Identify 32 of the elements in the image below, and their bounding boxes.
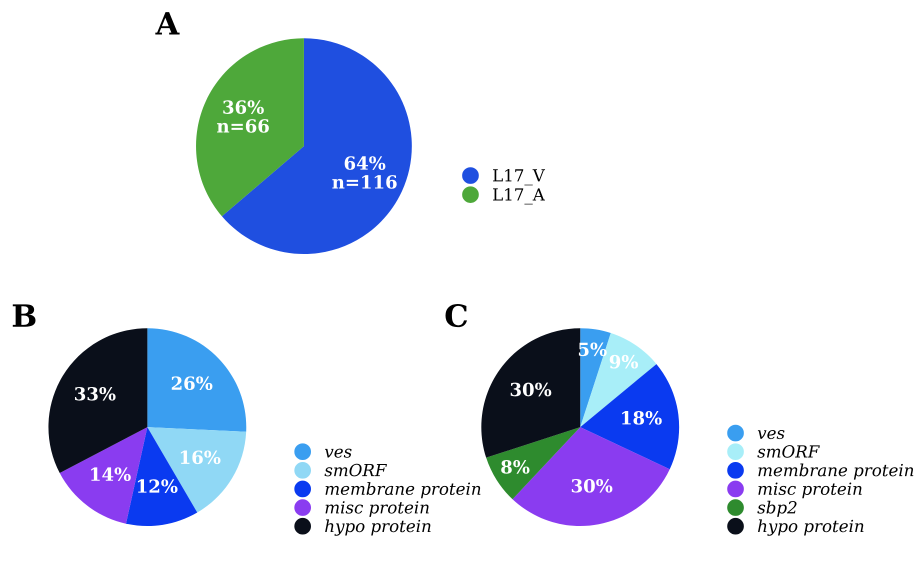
data-label: 16% <box>180 450 221 464</box>
data-label: 14% <box>91 467 131 482</box>
legend-label: hypo protein <box>325 519 431 536</box>
legend-label: misc protein <box>326 501 429 517</box>
legend-label: membrane protein <box>326 482 480 498</box>
chart-title: C <box>446 304 467 328</box>
chart-title: A <box>155 12 180 34</box>
legend-label: L17_A <box>493 188 545 204</box>
data-label: 36% n=66 <box>217 100 269 133</box>
legend-label: misc protein <box>758 482 862 498</box>
chart-title: B <box>12 304 36 327</box>
data-label: 30% <box>572 478 612 493</box>
data-label: 18% <box>622 411 662 425</box>
data-label: 33% <box>75 386 116 401</box>
pie-slice <box>147 328 246 432</box>
legend-label: ves <box>324 448 352 458</box>
legend-label: smORF <box>324 464 387 476</box>
data-label: 12% <box>138 479 178 493</box>
data-label: 64% n=116 <box>332 156 397 189</box>
legend-label: ves <box>758 430 784 440</box>
legend-label: sbp2 <box>757 500 797 517</box>
pie-slice <box>481 328 580 458</box>
pie-slice <box>580 328 611 428</box>
legend-label: L17_V <box>493 169 546 186</box>
pie-slice <box>196 38 304 216</box>
data-label: 26% <box>172 376 212 390</box>
legend-label: smORF <box>757 445 820 458</box>
data-label: 9% <box>610 354 638 369</box>
legend-label: membrane protein <box>758 464 914 480</box>
legend-label: hypo protein <box>758 519 864 536</box>
data-label: 30% <box>510 382 552 396</box>
data-label: 8% <box>501 460 530 474</box>
